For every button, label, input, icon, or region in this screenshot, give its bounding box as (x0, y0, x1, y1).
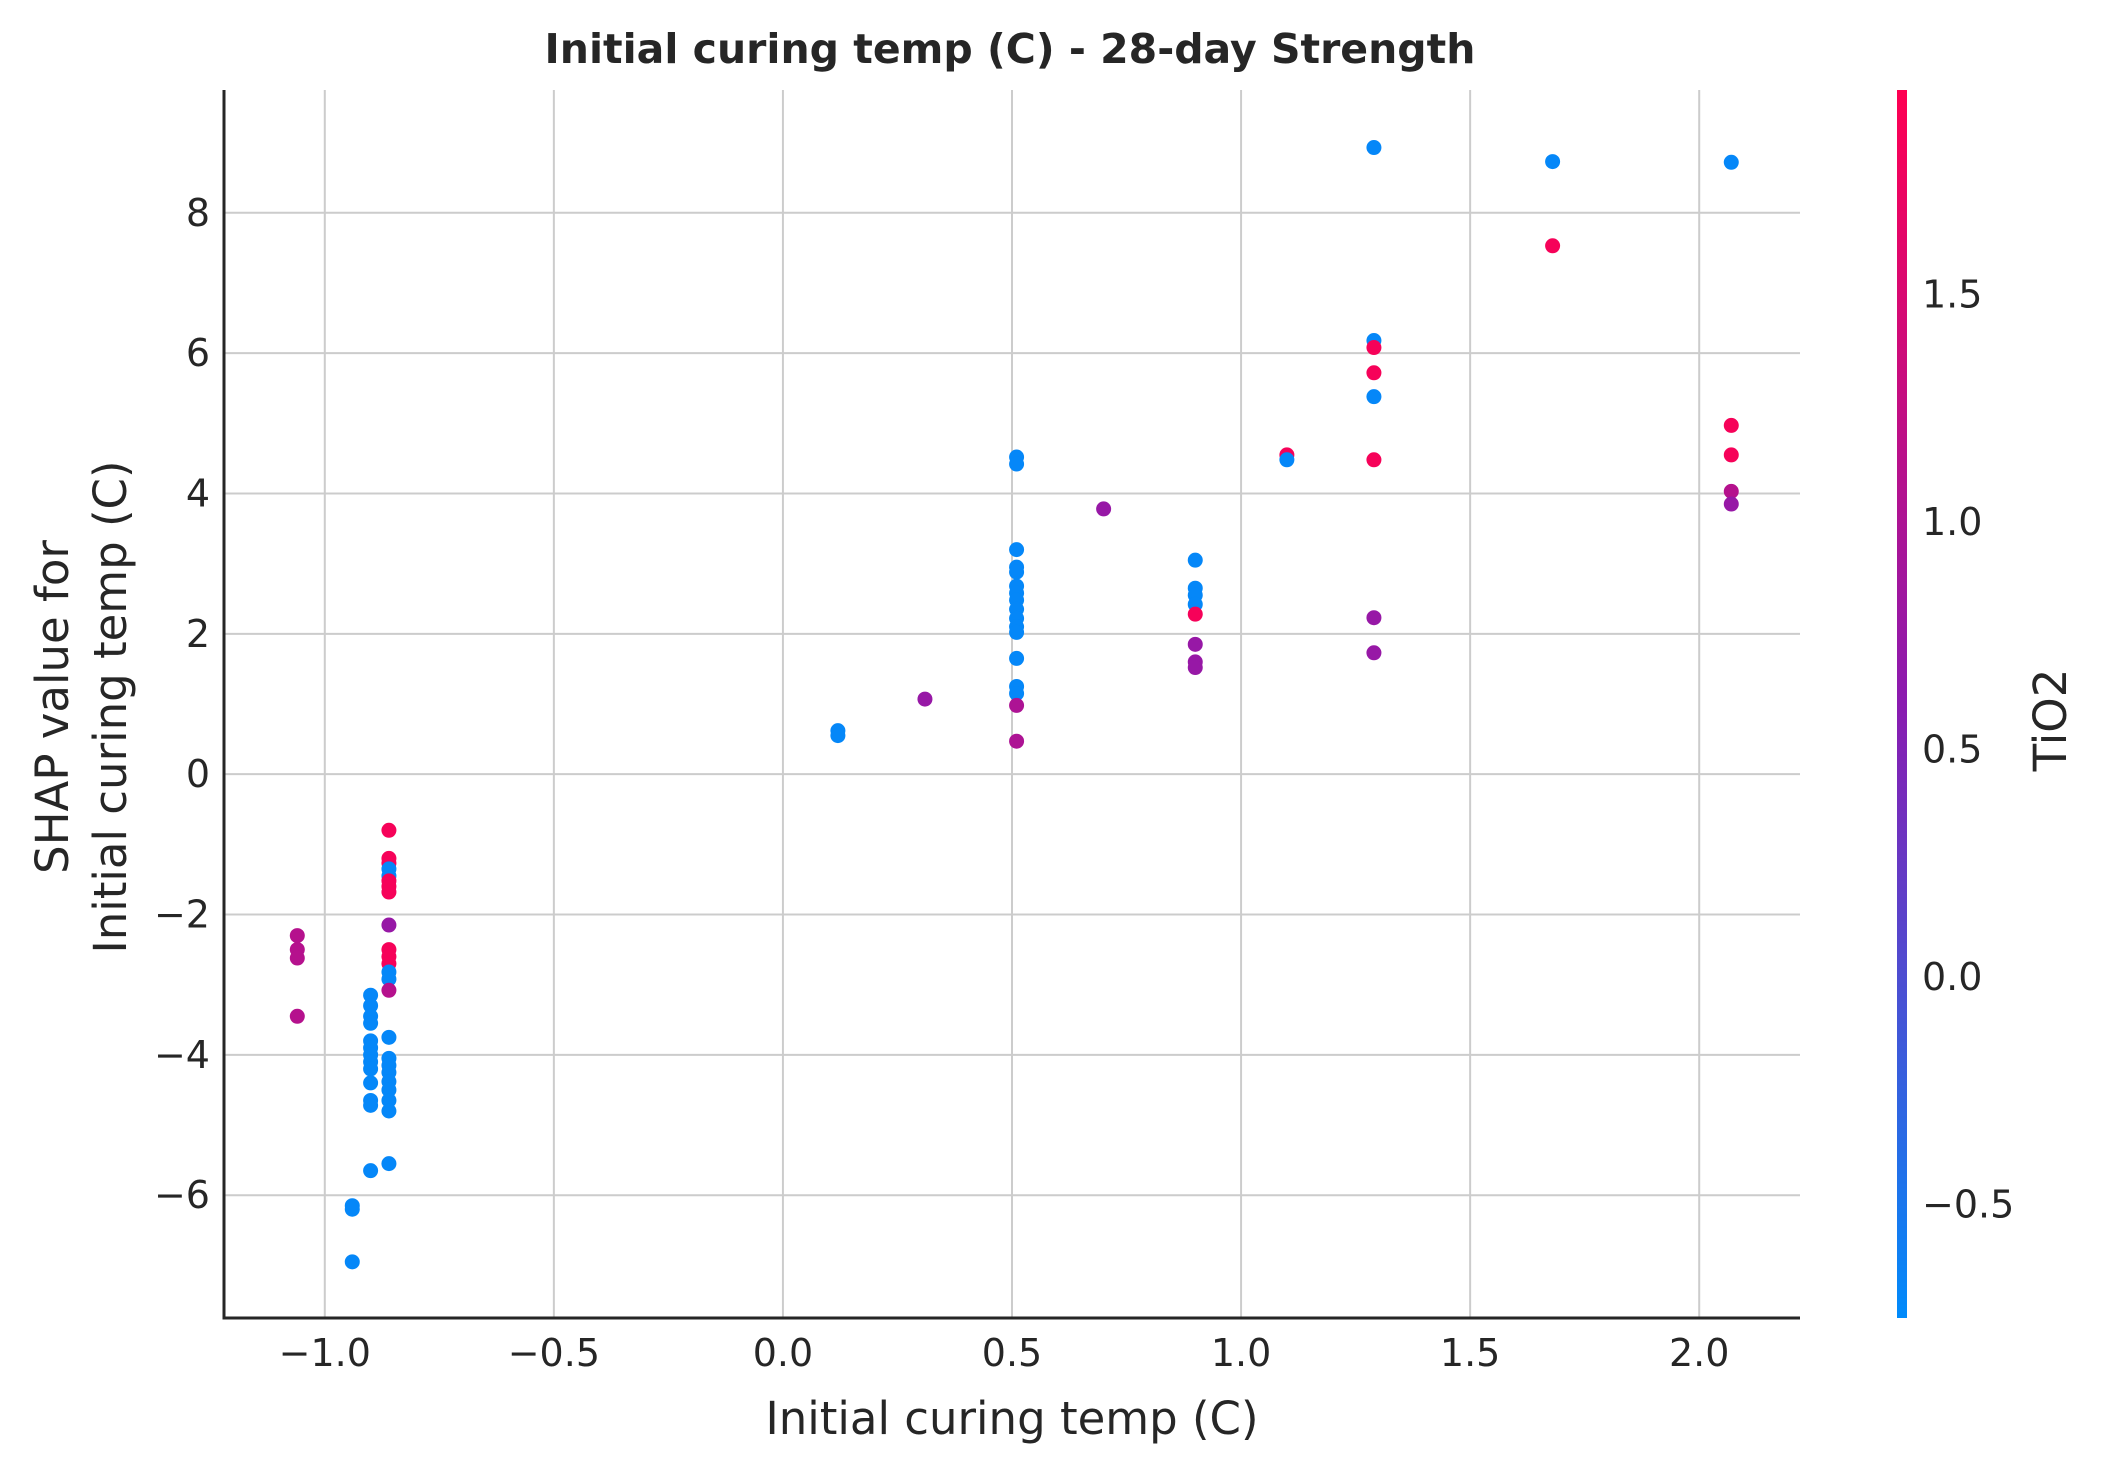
y-tick-label: 6 (186, 331, 210, 375)
data-point (363, 1163, 379, 1179)
data-point (1009, 624, 1025, 640)
data-point (289, 928, 305, 944)
data-point (381, 971, 397, 987)
x-tick-label: 1.0 (1211, 1331, 1271, 1375)
data-point (381, 1029, 397, 1045)
data-point (1723, 483, 1739, 499)
data-point (1366, 340, 1382, 356)
data-point (917, 691, 933, 707)
data-point (1366, 389, 1382, 405)
y-axis-label-line1: SHAP value for (26, 540, 79, 874)
x-tick-label: −0.5 (508, 1331, 600, 1375)
data-point (1366, 610, 1382, 626)
data-point (344, 1201, 360, 1217)
y-tick-label: −2 (154, 893, 210, 937)
colorbar-tick-label: 0.5 (1922, 727, 1982, 771)
data-point (363, 987, 379, 1003)
y-tick-labels: −6 −4 −2 0 2 4 6 8 (154, 191, 210, 1217)
data-point (1009, 456, 1025, 472)
x-tick-label: 2.0 (1669, 1331, 1729, 1375)
data-points (289, 140, 1739, 1270)
data-point (1723, 447, 1739, 463)
data-point (1009, 697, 1025, 713)
data-point (363, 1075, 379, 1091)
data-point (289, 1008, 305, 1024)
data-point (1279, 452, 1295, 468)
data-point (1096, 501, 1112, 517)
x-tick-label: 1.5 (1440, 1331, 1500, 1375)
x-tick-labels: −1.0 −0.5 0.0 0.5 1.0 1.5 2.0 (279, 1331, 1730, 1375)
y-tick-label: 2 (186, 612, 210, 656)
data-point (1187, 636, 1203, 652)
colorbar (1897, 90, 1907, 1318)
data-point (1545, 238, 1561, 254)
data-point (363, 998, 379, 1014)
data-point (1187, 552, 1203, 568)
y-tick-label: 0 (186, 752, 210, 796)
data-point (1545, 154, 1561, 170)
data-point (1009, 685, 1025, 701)
data-point (1009, 650, 1025, 666)
grid-lines (224, 90, 1800, 1318)
y-tick-label: −4 (154, 1033, 210, 1077)
data-point (1009, 542, 1025, 558)
chart-title: Initial curing temp (C) - 28-day Strengt… (545, 25, 1476, 73)
y-tick-label: 4 (186, 471, 210, 515)
colorbar-tick-label: −0.5 (1922, 1182, 2014, 1226)
data-point (381, 1156, 397, 1172)
data-point (1187, 660, 1203, 676)
x-tick-label: −1.0 (279, 1331, 371, 1375)
data-point (381, 884, 397, 900)
x-axis-label: Initial curing temp (C) (765, 1392, 1258, 1445)
colorbar-tick-label: 1.0 (1922, 500, 1982, 544)
data-point (1366, 645, 1382, 661)
data-point (1723, 417, 1739, 433)
data-point (1723, 154, 1739, 170)
y-tick-label: −6 (154, 1173, 210, 1217)
data-point (363, 1097, 379, 1113)
data-point (1187, 606, 1203, 622)
colorbar-tick-labels: −0.5 0.0 0.5 1.0 1.5 (1922, 273, 2014, 1227)
colorbar-tick-label: 1.5 (1922, 273, 1982, 317)
data-point (1723, 496, 1739, 512)
data-point (381, 822, 397, 838)
x-tick-label: 0.0 (753, 1331, 813, 1375)
data-point (381, 982, 397, 998)
data-point (1009, 564, 1025, 580)
data-point (344, 1254, 360, 1270)
data-point (1366, 452, 1382, 468)
data-point (381, 917, 397, 933)
colorbar-label: TiO2 (2024, 669, 2077, 773)
data-point (1009, 733, 1025, 749)
data-point (381, 1103, 397, 1119)
y-axis-label-line2: Initial curing temp (C) (84, 460, 137, 953)
y-tick-label: 8 (186, 191, 210, 235)
x-tick-label: 0.5 (982, 1331, 1042, 1375)
data-point (1366, 365, 1382, 381)
data-point (381, 1092, 397, 1108)
data-point (363, 1015, 379, 1031)
data-point (381, 1082, 397, 1098)
data-point (289, 950, 305, 966)
colorbar-tick-label: 0.0 (1922, 955, 1982, 999)
data-point (1366, 140, 1382, 156)
data-point (830, 728, 846, 744)
data-point (363, 1061, 379, 1077)
